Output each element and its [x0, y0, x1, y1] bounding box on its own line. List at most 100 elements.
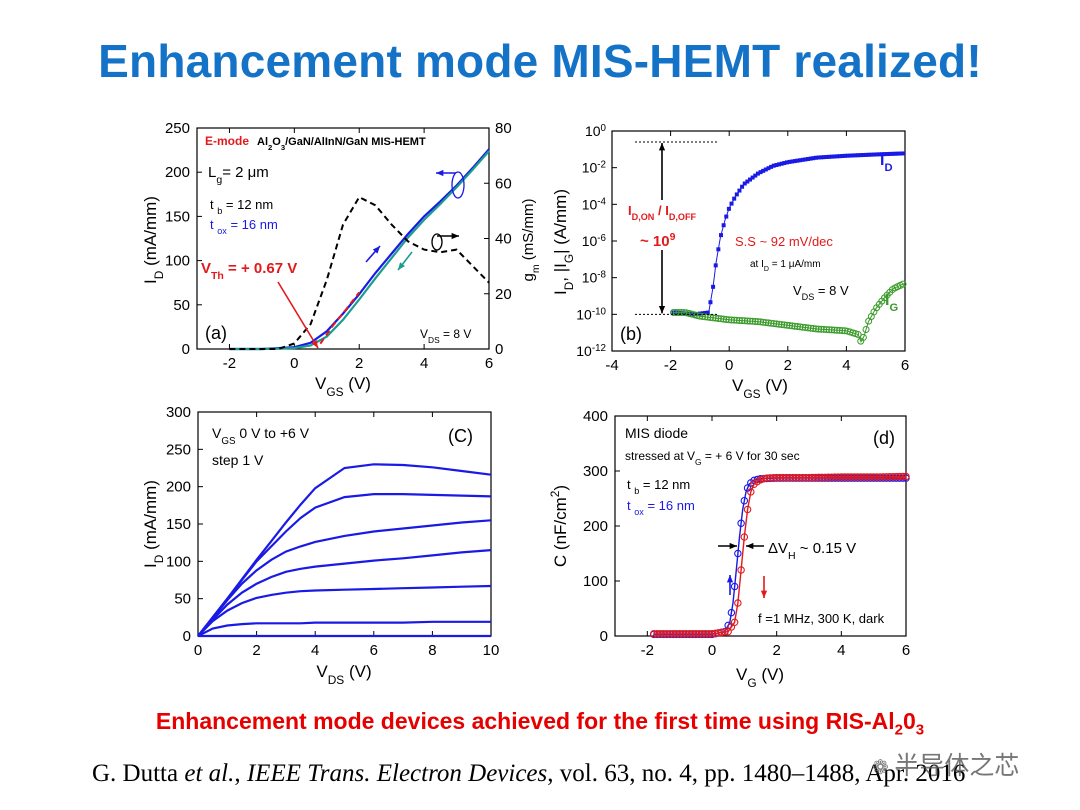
ig-marker — [801, 324, 809, 332]
id-marker — [745, 179, 750, 184]
y-tick-label: 150 — [165, 208, 190, 225]
ig-marker — [738, 317, 746, 325]
reverse-marker — [730, 618, 739, 626]
id-marker — [871, 152, 876, 157]
id-curve-marker — [451, 171, 465, 199]
id-marker — [766, 166, 771, 171]
x-tick-label: 0 — [708, 642, 716, 659]
id-marker — [761, 168, 766, 173]
ig-marker — [759, 318, 767, 326]
id-marker — [724, 214, 729, 219]
forward-marker — [727, 608, 736, 617]
y-tick-label: 50 — [174, 591, 191, 608]
panel-b-label: (b) — [620, 324, 642, 344]
series-id-fit — [319, 291, 360, 345]
panel-c-vgs: VGS 0 V to +6 V — [212, 425, 310, 447]
id-marker — [763, 167, 768, 172]
slide-title: Enhancement mode MIS-HEMT realized! — [98, 35, 982, 87]
vth-arrow-head — [311, 340, 318, 348]
panel-b-id-label: ID — [880, 152, 893, 174]
id-marker — [893, 151, 898, 156]
forward-marker — [737, 519, 745, 527]
panel-b-ss: S.S ~ 92 mV/dec — [735, 234, 833, 249]
id-marker — [827, 154, 832, 159]
down-sweep-arrow-head — [760, 590, 768, 598]
ig-marker — [799, 323, 807, 331]
id-marker — [758, 170, 763, 175]
panel-b-vds: VDS = 8 V — [793, 283, 849, 302]
forward-marker — [740, 496, 749, 505]
id-marker — [790, 159, 795, 164]
x-tick-label: 4 — [420, 355, 428, 372]
panel-a-title: Al2O3/GaN/AlInN/GaN MIS-HEMT — [257, 136, 426, 152]
slide-caption: Enhancement mode devices achieved for th… — [0, 708, 1080, 739]
x-tick-label: 2 — [772, 642, 780, 659]
id-marker — [806, 157, 811, 162]
x-tick-label: 4 — [311, 642, 319, 659]
id-marker — [813, 155, 818, 160]
x-tick-label: 6 — [901, 357, 909, 374]
ig-marker — [757, 318, 765, 326]
x-tick-label: 2 — [355, 355, 363, 372]
series-vgs-1-v — [197, 620, 491, 637]
panel-c-ylabel: ID (mA/mm) — [141, 480, 166, 568]
x-tick-label: 2 — [784, 357, 792, 374]
series-vgs-6-v — [197, 463, 492, 637]
panel-a-emode: E-mode — [205, 134, 249, 148]
forward-marker — [734, 549, 742, 558]
id-marker — [856, 153, 861, 158]
id-marker — [821, 155, 826, 160]
panel-a-lg: Lg= 2 μm — [208, 164, 269, 186]
id-marker — [840, 154, 845, 159]
reverse-marker — [899, 472, 907, 481]
panel-d-tox: t ox = 16 nm — [627, 498, 695, 517]
ig-marker — [767, 319, 775, 327]
series-vgs-3-v — [197, 549, 492, 637]
x-tick-label: 6 — [485, 355, 493, 372]
up-sweep-arrow-head — [726, 575, 734, 583]
id-marker — [898, 151, 903, 156]
x-tick-label: -4 — [605, 357, 618, 374]
y-tick-label: 100 — [165, 253, 190, 270]
y2-tick-label: 20 — [495, 286, 512, 303]
panel-d-ylabel: C (nF/cm2) — [548, 485, 570, 567]
ig-marker — [751, 317, 759, 325]
citation-details: , vol. 63, no. 4, pp. 1480–1488, Apr. 20… — [547, 760, 966, 787]
id-marker — [887, 151, 892, 156]
id-marker — [787, 159, 792, 164]
ig-marker — [714, 314, 722, 322]
plot-frame-a — [196, 127, 490, 350]
ig-marker — [830, 326, 838, 334]
id-marker — [877, 152, 882, 157]
ig-marker — [862, 325, 870, 333]
ig-marker — [796, 323, 804, 331]
id-marker — [711, 284, 716, 289]
ig-marker — [825, 326, 833, 334]
id-marker — [879, 152, 884, 157]
y-tick-label: 10-12 — [576, 343, 606, 360]
x-tick-label: 8 — [428, 642, 436, 659]
watermark: ❁ 半导体之芯 — [872, 746, 1019, 782]
citation-etal: et al. — [184, 760, 235, 787]
caption-sub: 2 — [894, 721, 903, 739]
ig-marker — [733, 316, 741, 324]
id-marker — [895, 151, 900, 156]
id-marker — [811, 156, 816, 161]
panel-b-onoff: ID,ON / ID,OFF — [628, 203, 697, 222]
ig-marker — [749, 317, 757, 325]
ig-marker — [670, 309, 678, 316]
ig-marker — [836, 326, 844, 334]
id-marker — [864, 152, 869, 157]
id-marker — [740, 184, 745, 189]
x-tick-label: 10 — [483, 642, 500, 659]
id-marker — [753, 173, 758, 178]
chart-panel-b: -4 -2 0 2 4 6 10-12 10-10 10-8 10-6 10-4 10-2 100 ID,… — [551, 123, 909, 402]
id-marker — [829, 154, 834, 159]
id-marker — [737, 188, 742, 193]
x-tick-label: 6 — [370, 642, 378, 659]
id-marker — [713, 263, 718, 268]
id-marker — [853, 153, 858, 158]
ig-marker — [788, 322, 796, 330]
ig-marker — [701, 313, 709, 321]
